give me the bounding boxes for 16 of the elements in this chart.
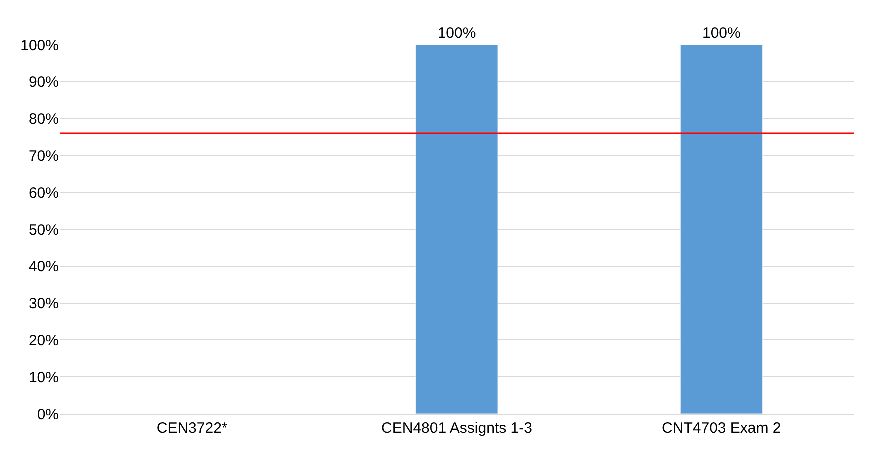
y-tick-label: 90% [28, 74, 59, 92]
y-tick-label: 30% [28, 296, 59, 313]
y-tick-label: 80% [28, 111, 59, 128]
y-tick-label: 50% [28, 222, 59, 239]
y-tick-label: 40% [28, 258, 59, 276]
y-tick-label: 100% [20, 37, 59, 54]
y-tick-label: 70% [28, 148, 59, 165]
x-tick-label: CEN4801 Assignts 1-3 [382, 420, 532, 437]
data-label: 100% [702, 25, 741, 42]
y-tick-label: 60% [28, 184, 59, 202]
y-tick-label: 20% [28, 332, 59, 350]
x-tick-label: CNT4703 Exam 2 [662, 420, 782, 437]
y-tick-label: 10% [28, 369, 59, 386]
x-tick-label: CEN3722* [156, 420, 228, 437]
y-tick-label: 0% [37, 406, 59, 424]
data-label: 100% [438, 25, 476, 42]
